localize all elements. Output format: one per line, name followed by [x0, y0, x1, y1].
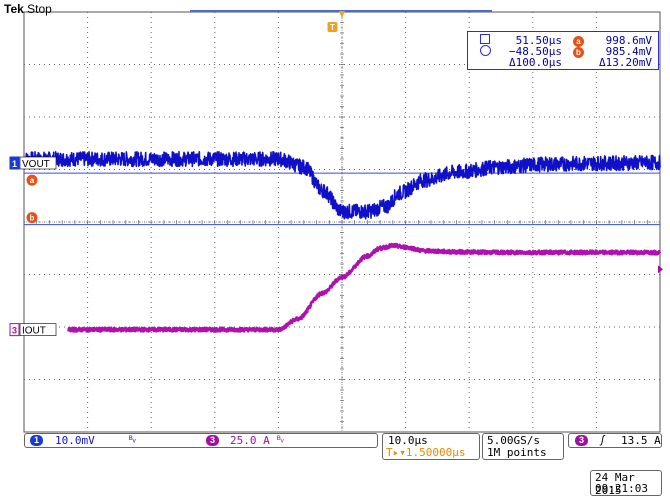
circle-cursor-time: −48.50µs [509, 45, 562, 58]
brand-status: Tek Stop [4, 2, 52, 16]
ch1-badge: 1 [30, 435, 43, 446]
delta-time: Δ100.0µs [509, 56, 562, 69]
horizontal-scale: 10.0µs [388, 434, 428, 447]
ch3-marker-label-bg [19, 323, 57, 336]
cursor-b-badge: b [573, 47, 584, 58]
ch1-marker-number: 1 [12, 159, 17, 169]
square-cursor-time: 51.50µs [515, 34, 562, 47]
square-cursor-icon [480, 34, 490, 44]
ch3-marker-shape [9, 323, 20, 337]
cursor-a-marker: a [26, 174, 38, 186]
cursor-b-marker: b [26, 212, 38, 224]
cursor-readout: 51.50µs a 998.6mV −48.50µs b 985.4mV Δ10… [467, 31, 659, 70]
bandwidth-limit-icon: ᴮᵥ [129, 434, 136, 444]
ch3-marker-label: IOUT [22, 326, 46, 337]
waveform-traces: VOUTIOUT [23, 150, 662, 333]
trigger-marker-letter: T [330, 23, 335, 32]
trigger-position-marker: T [327, 11, 345, 32]
ch3-marker: 3 IOUT [9, 323, 57, 337]
trigger-slope-icon: ʃ [601, 434, 605, 446]
date: 24 Mar 2015 [595, 471, 635, 497]
ch1-marker-label: VOUT [22, 159, 50, 170]
acquisition-box[interactable]: 5.00GS/s 1M points [482, 433, 564, 460]
ch1-marker-label-bg [19, 156, 57, 170]
ch1-marker: 1 VOUT [9, 156, 57, 170]
cursor-lines [24, 172, 660, 226]
trace-iout [67, 242, 662, 333]
timebase-box[interactable]: 10.0µs T▸▾1.50000µs [382, 433, 480, 460]
circle-cursor-icon [480, 45, 491, 56]
bandwidth-limit-icon: ᴮᵥ [277, 434, 284, 444]
trace-vout [23, 150, 661, 220]
graticule [23, 10, 661, 433]
cursor-a-value: 998.6mV [605, 34, 652, 47]
expansion-point-icon [339, 11, 345, 18]
cursor-a-marker-circle [26, 174, 38, 186]
horizontal-position: T▸▾1.50000µs [386, 446, 466, 459]
trigger-source-badge: 3 [575, 435, 588, 446]
record-length: 1M points [487, 446, 547, 459]
delta-value: Δ13.20mV [599, 56, 652, 69]
channel-scale-bar[interactable]: 1 10.0mV ᴮᵥ 3 25.0 A ᴮᵥ [24, 433, 378, 448]
trigger-box[interactable]: 3 ʃ 13.5 A [568, 433, 662, 448]
cursor-a-badge: a [573, 36, 584, 47]
trigger-marker-shape [327, 22, 338, 32]
sample-rate: 5.00GS/s [487, 434, 540, 447]
cursor-b-value: 985.4mV [605, 45, 652, 58]
brand-logo: Tek [4, 2, 24, 16]
datetime-box: 24 Mar 2015 09:21:03 [590, 470, 662, 497]
trigger-level: 13.5 A [621, 434, 661, 447]
ch3-marker-number: 3 [12, 326, 17, 336]
ch3-scale: 25.0 A [230, 434, 270, 447]
ch1-scale: 10.0mV [55, 434, 95, 447]
trigger-level-marker [658, 265, 663, 274]
ch1-marker-shape [9, 156, 20, 170]
cursor-a-marker-letter: a [30, 176, 35, 185]
cursor-b-marker-letter: b [30, 214, 35, 223]
ch3-badge: 3 [206, 435, 219, 446]
cursor-b-marker-circle [26, 212, 38, 224]
time: 09:21:03 [595, 482, 648, 495]
acquisition-status: Stop [27, 2, 52, 16]
